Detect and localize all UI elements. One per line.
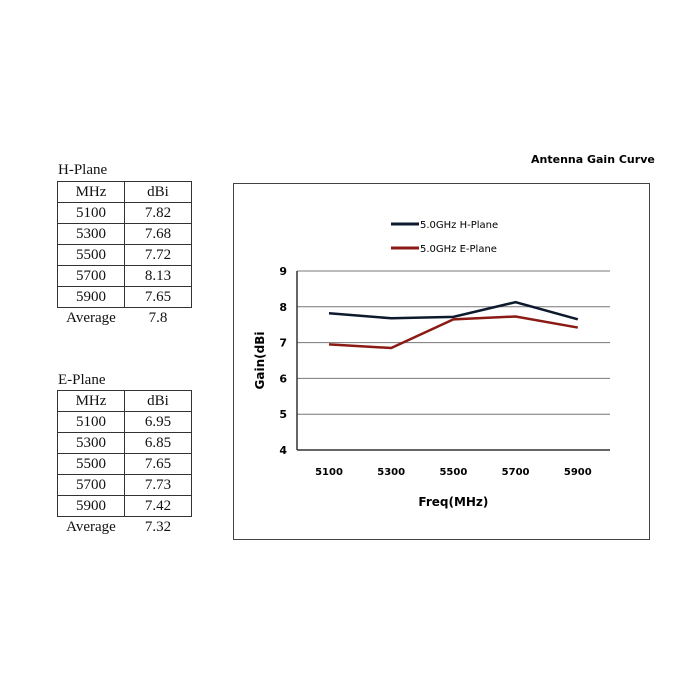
dbi-cell: 7.65 bbox=[124, 286, 192, 308]
dbi-cell: dBi bbox=[124, 390, 192, 412]
y-tick-label: 6 bbox=[279, 372, 287, 385]
average-row: Average 7.32 bbox=[58, 517, 192, 538]
mhz-cell: 5900 bbox=[57, 286, 125, 308]
dbi-cell: 7.65 bbox=[124, 453, 192, 475]
x-axis-title: Freq(MHz) bbox=[418, 495, 488, 509]
dbi-cell: 7.73 bbox=[124, 474, 192, 496]
header-row: MHz dBi bbox=[57, 181, 192, 203]
dbi-cell: 8.13 bbox=[124, 265, 192, 287]
table-row: 5500 7.65 bbox=[57, 453, 192, 475]
mhz-cell: MHz bbox=[57, 390, 125, 412]
x-tick-label: 5100 bbox=[315, 467, 343, 478]
mhz-cell: 5900 bbox=[57, 495, 125, 517]
y-tick-label: 9 bbox=[279, 265, 287, 278]
table-row: 5700 8.13 bbox=[57, 265, 192, 287]
mhz-cell: 5300 bbox=[57, 223, 125, 245]
dbi-cell: 7.8 bbox=[148, 310, 168, 326]
chart-title: Antenna Gain Curve bbox=[531, 153, 655, 166]
mhz-cell: 5100 bbox=[57, 202, 125, 224]
y-tick-label: 7 bbox=[279, 337, 287, 350]
dbi-cell: 7.82 bbox=[124, 202, 192, 224]
dbi-cell: 6.85 bbox=[124, 432, 192, 454]
dbi-cell: dBi bbox=[124, 181, 192, 203]
header-row: MHz dBi bbox=[57, 390, 192, 412]
x-tick-label: 5500 bbox=[439, 467, 467, 478]
dbi-cell: 7.72 bbox=[124, 244, 192, 266]
y-tick-label: 5 bbox=[279, 408, 287, 421]
average-row: Average 7.8 bbox=[58, 308, 192, 329]
y-axis-title: Gain(dBi bbox=[253, 332, 267, 390]
h-plane-table: MHz dBi 5100 7.82 5300 7.68 5500 7.72 5700 8.13 59… bbox=[57, 181, 192, 328]
legend-label: 5.0GHz H-Plane bbox=[420, 220, 498, 231]
table-row: 5500 7.72 bbox=[57, 244, 192, 266]
h-plane-label: H-Plane bbox=[58, 162, 108, 178]
dbi-cell: 7.68 bbox=[124, 223, 192, 245]
x-tick-label: 5900 bbox=[564, 467, 592, 478]
mhz-cell: 5100 bbox=[57, 411, 125, 433]
mhz-cell: MHz bbox=[57, 181, 125, 203]
table-row: 5900 7.65 bbox=[57, 286, 192, 308]
table-row: 5100 6.95 bbox=[57, 411, 192, 433]
table-row: 5900 7.42 bbox=[57, 495, 192, 517]
legend-label: 5.0GHz E-Plane bbox=[420, 244, 497, 255]
table-row: 5100 7.82 bbox=[57, 202, 192, 224]
mhz-cell: Average bbox=[66, 519, 116, 535]
e-plane-table: MHz dBi 5100 6.95 5300 6.85 5500 7.65 5700 7.73 59… bbox=[57, 390, 192, 537]
mhz-cell: 5300 bbox=[57, 432, 125, 454]
dbi-cell: 7.32 bbox=[144, 519, 172, 535]
series-line-e-plane bbox=[328, 315, 579, 350]
chart-frame: 4 5 6 7 8 9 5100 5300 5500 5700 5900 Freq(MHz) Gain(… bbox=[233, 183, 650, 540]
mhz-cell: Average bbox=[66, 310, 116, 326]
table-row: 5300 7.68 bbox=[57, 223, 192, 245]
e-plane-label: E-Plane bbox=[58, 372, 106, 388]
y-tick-label: 4 bbox=[279, 444, 287, 457]
y-tick-label: 8 bbox=[279, 301, 287, 314]
dbi-cell: 7.42 bbox=[124, 495, 192, 517]
mhz-cell: 5500 bbox=[57, 453, 125, 475]
mhz-cell: 5700 bbox=[57, 474, 125, 496]
table-row: 5300 6.85 bbox=[57, 432, 192, 454]
x-tick-label: 5700 bbox=[502, 467, 530, 478]
gain-chart: 4 5 6 7 8 9 5100 5300 5500 5700 5900 Freq(MHz) Gain(… bbox=[253, 220, 610, 509]
dbi-cell: 6.95 bbox=[124, 411, 192, 433]
x-tick-label: 5300 bbox=[377, 467, 405, 478]
mhz-cell: 5700 bbox=[57, 265, 125, 287]
mhz-cell: 5500 bbox=[57, 244, 125, 266]
table-row: 5700 7.73 bbox=[57, 474, 192, 496]
